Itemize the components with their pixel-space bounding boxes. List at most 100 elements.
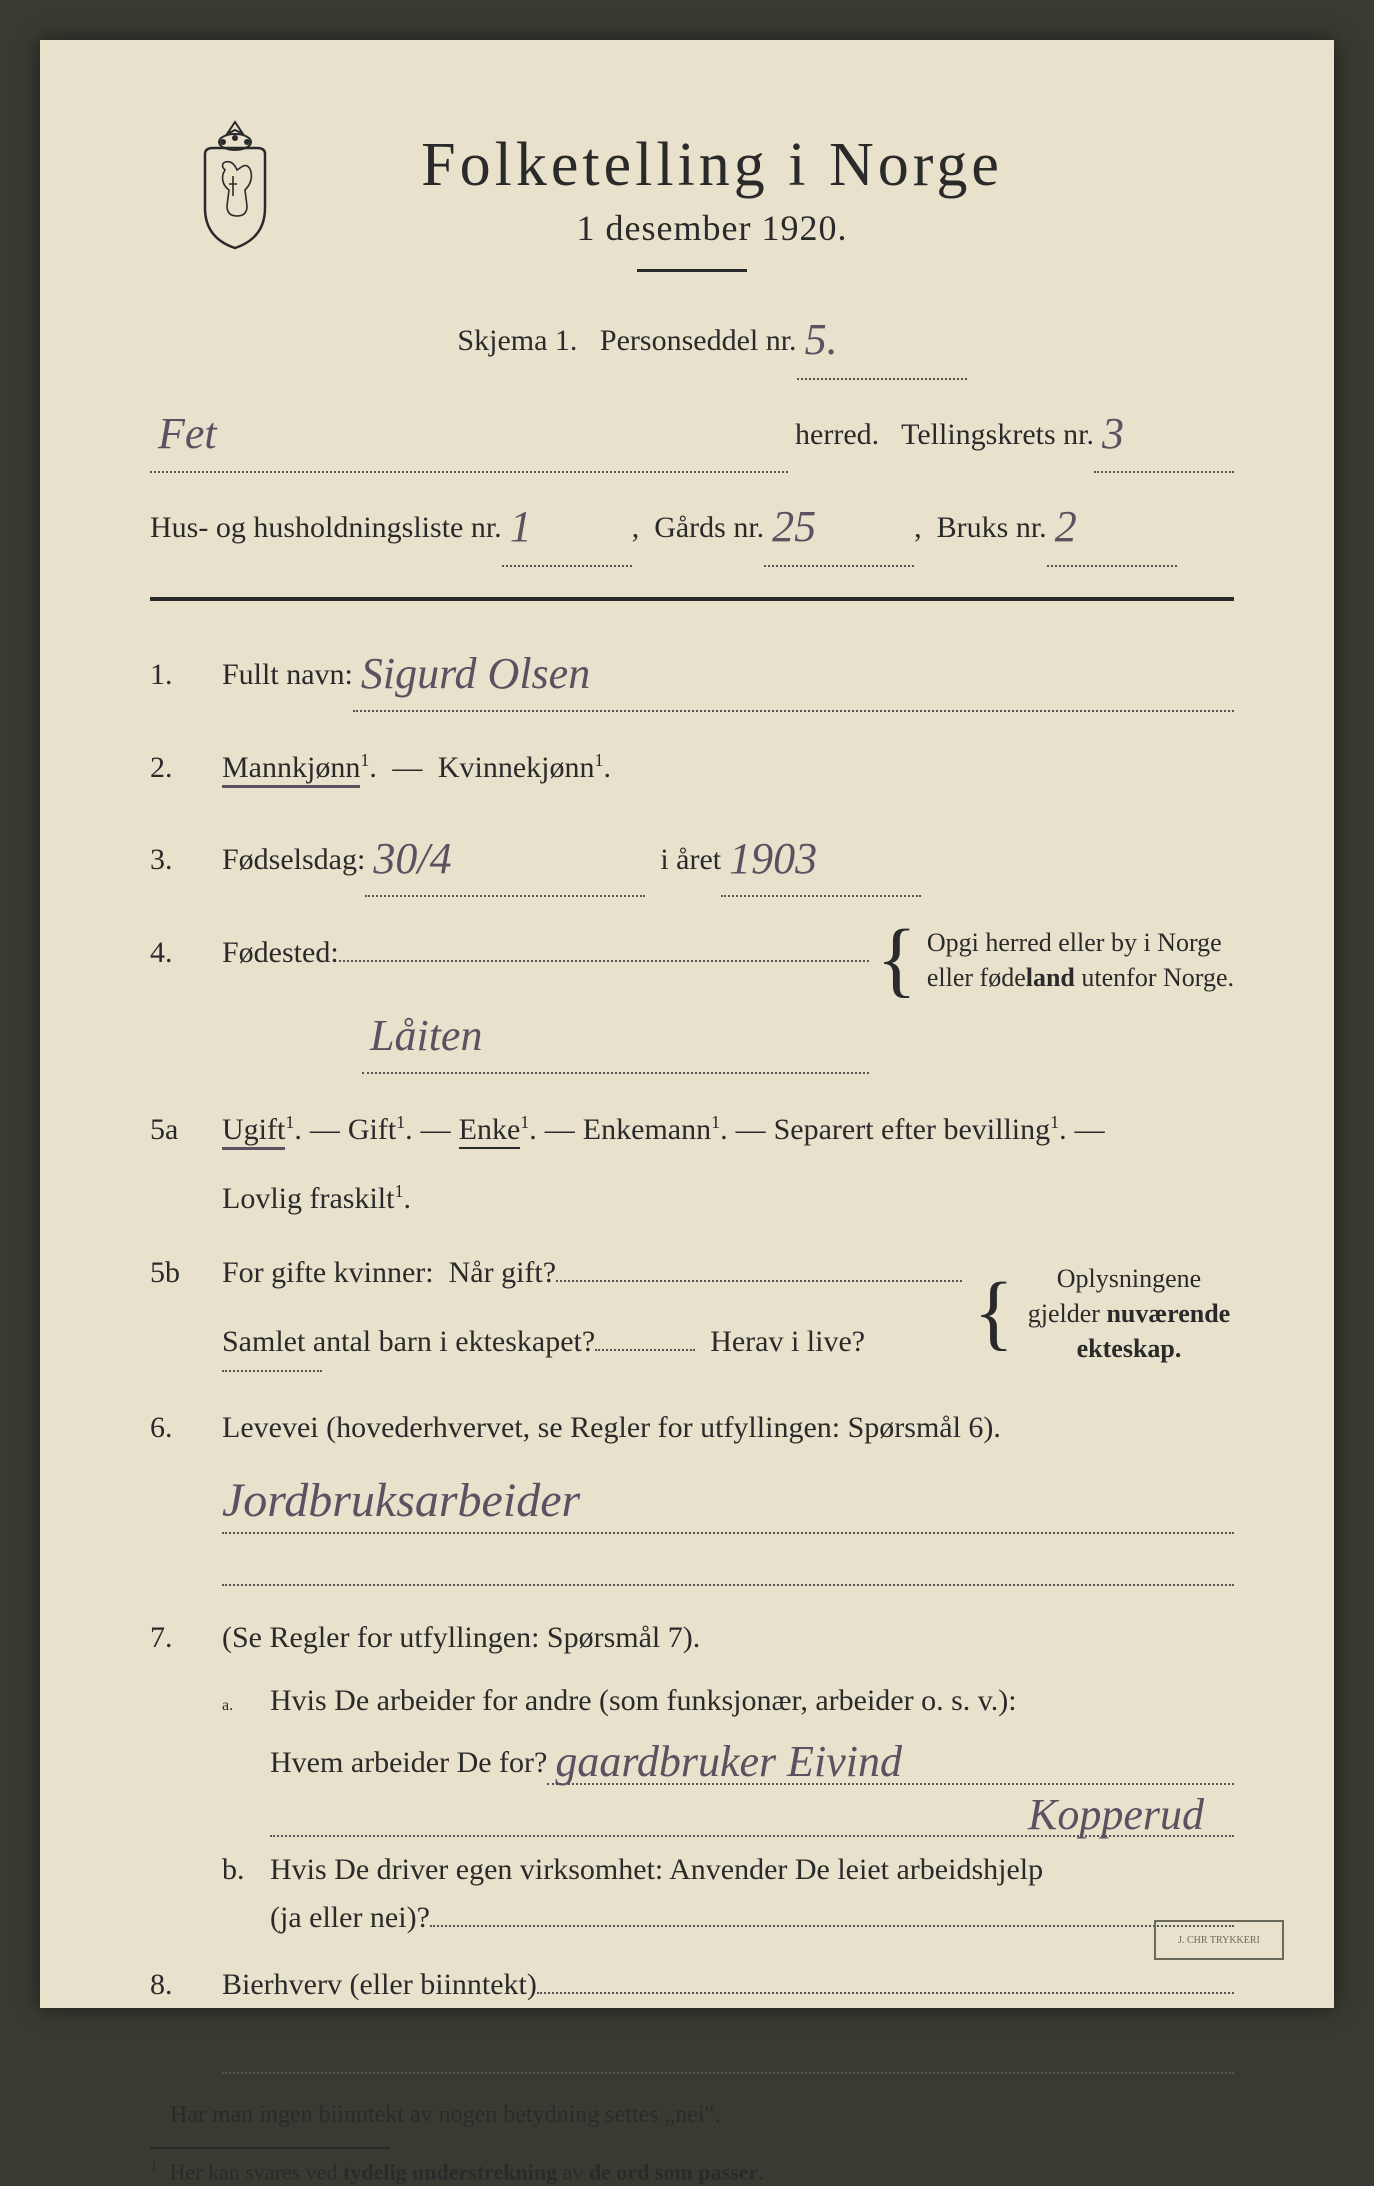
q4-aside-line1: Opgi herred eller by i Norge <box>927 925 1234 960</box>
q1-num: 1. <box>150 647 222 703</box>
husliste-field: 1 <box>502 481 632 567</box>
q5b-aside: Oplysningene gjelder nuværende ekteskap. <box>1024 1261 1234 1366</box>
q4-field-line2: Låiten <box>362 991 869 1074</box>
q2-dot1: . <box>369 751 377 784</box>
q5a-option-enkemann: Enkemann <box>583 1113 711 1146</box>
q3-num: 3. <box>150 832 222 888</box>
herred-label <box>788 406 796 463</box>
q3-year-label <box>645 832 660 888</box>
gards-value: 25 <box>772 502 816 551</box>
q5b-alive-field <box>222 1370 322 1372</box>
q7-employer: 7. (Se Regler for utfyllingen: Spørsmål … <box>150 1610 1234 1666</box>
q2-dash: — <box>384 751 430 784</box>
q7a-value2: Kopperud <box>1028 1789 1204 1840</box>
q3-day-field: 30/4 <box>365 814 645 897</box>
q4-field <box>339 960 869 962</box>
q1-field: Sigurd Olsen <box>353 629 1234 712</box>
crest-svg <box>185 120 285 250</box>
printer-stamp: J. CHR TRYKKERI <box>1154 1920 1284 1960</box>
title-divider <box>637 269 747 272</box>
q5b-label: For gifte kvinner: Når gift? <box>222 1245 556 1301</box>
q2-sup1: 1 <box>360 750 369 770</box>
q3-year-value: 1903 <box>729 834 817 883</box>
q6-continuation-line <box>222 1558 1234 1586</box>
krets-value: 3 <box>1102 409 1124 458</box>
q5a-option-separert-efter-bevilling: Separert efter bevilling <box>774 1113 1051 1146</box>
q5b-married-women: 5b For gifte kvinner: Når gift? Samlet a… <box>150 1245 1234 1382</box>
q8-label: Bierhverv (eller biinntekt) <box>222 1957 537 2013</box>
personseddel-nr-field: 5. <box>797 294 967 380</box>
q3-birthdate: 3. Fødselsdag: 30/4 i året 1903 <box>150 814 1234 907</box>
schema-label: Skjema 1. Personseddel nr. <box>457 312 796 369</box>
q7b: b. Hvis De driver egen virksomhet: Anven… <box>150 1853 1234 1887</box>
q5b-label2b: Herav i live? <box>710 1314 865 1370</box>
q7b-field <box>430 1925 1234 1927</box>
q7a-num: a. <box>222 1697 270 1715</box>
q8-field <box>537 1992 1234 1994</box>
q2-dot2: . <box>603 751 611 784</box>
q7a-continuation: Kopperud <box>270 1809 1234 1837</box>
q7a-label2: Hvem arbeider De for? <box>270 1746 547 1780</box>
coat-of-arms-icon <box>185 120 285 250</box>
q4-aside-wrap: { Opgi herred eller by i Norge eller fød… <box>877 925 1234 995</box>
q2-num: 2. <box>150 740 222 796</box>
q3-year-label-text: i året <box>660 832 721 888</box>
footnote-rule <box>150 2147 390 2149</box>
q5b-children-field <box>595 1349 695 1351</box>
q3-day-value: 30/4 <box>373 834 451 883</box>
q1-value: Sigurd Olsen <box>361 649 590 698</box>
q5b-label2a: Samlet antal barn i ekteskapet? <box>222 1314 595 1370</box>
bruks-label: , Bruks nr. <box>914 499 1047 556</box>
husliste-value: 1 <box>510 502 532 551</box>
q6-value: Jordbruksarbeider <box>222 1473 1234 1534</box>
brace-icon-2: { <box>974 1288 1014 1338</box>
q5a-option-ugift: Ugift <box>222 1113 285 1150</box>
form-date: 1 desember 1920. <box>150 207 1234 249</box>
q1-label: Fullt navn: <box>222 647 353 703</box>
q5a-options-container: Ugift1.—Gift1.—Enke1.—Enkemann1.—Separer… <box>222 1102 1234 1227</box>
q6-num: 6. <box>150 1400 222 1456</box>
brace-icon: { <box>877 935 917 985</box>
bruks-value: 2 <box>1055 502 1077 551</box>
q7a-line2: Hvem arbeider De for? gaardbruker Eivind <box>150 1732 1234 1785</box>
q6-label: Levevei (hovederhvervet, se Regler for u… <box>222 1411 1001 1444</box>
husliste-line: Hus- og husholdningsliste nr. 1 , Gårds … <box>150 481 1234 567</box>
q5a-option-enke: Enke <box>459 1113 521 1149</box>
schema-line: Skjema 1. Personseddel nr. 5. <box>150 294 1234 380</box>
q7b-num: b. <box>222 1853 270 1887</box>
q4-num: 4. <box>150 925 222 981</box>
q7b-line2: (ja eller nei)? <box>150 1901 1234 1935</box>
herred-field: Fet <box>150 388 788 474</box>
herred-value: Fet <box>158 409 217 458</box>
krets-field: 3 <box>1094 388 1234 474</box>
herred-line: Fet herred. Tellingskrets nr. 3 <box>150 388 1234 474</box>
bruks-field: 2 <box>1047 481 1177 567</box>
q7b-label1: Hvis De driver egen virksomhet: Anvender… <box>270 1853 1043 1887</box>
q4-aside-line2: eller fødeland utenfor Norge. <box>927 960 1234 995</box>
q1-full-name: 1. Fullt navn: Sigurd Olsen <box>150 629 1234 722</box>
q2-kvinne: Kvinnekjønn <box>438 751 595 784</box>
q7-label: (Se Regler for utfyllingen: Spørsmål 7). <box>222 1621 700 1654</box>
q4-aside: Opgi herred eller by i Norge eller fødel… <box>927 925 1234 995</box>
footnote-num: 1 <box>150 2159 170 2175</box>
q2-mann: Mannkjønn <box>222 751 360 788</box>
header-rule <box>150 597 1234 601</box>
bottom-note: Har man ingen biinntekt av nogen betydni… <box>150 2102 1234 2129</box>
q5b-when-field <box>556 1280 962 1282</box>
q8-secondary-occupation: 8. Bierhverv (eller biinntekt) <box>150 1957 1234 2023</box>
q3-year-field: 1903 <box>721 814 921 897</box>
footnote: 1Her kan svares ved tydelig understrekni… <box>150 2159 1234 2185</box>
q7a-field: gaardbruker Eivind <box>547 1732 1234 1785</box>
q5a-marital-status: 5a Ugift1.—Gift1.—Enke1.—Enkemann1.—Sepa… <box>150 1102 1234 1227</box>
q4-birthplace: 4. Fødested: Låiten { Opgi herred eller … <box>150 925 1234 1084</box>
q5b-aside-wrap: { Oplysningene gjelder nuværende ekteska… <box>974 1261 1234 1366</box>
q5a-num: 5a <box>150 1102 222 1158</box>
personseddel-nr-value: 5. <box>805 315 838 364</box>
q4-value2: Låiten <box>370 1011 482 1060</box>
q7a-value: gaardbruker Eivind <box>555 1737 902 1786</box>
q8-continuation <box>222 2046 1234 2074</box>
q2-sex: 2. Mannkjønn1. — Kvinnekjønn1. <box>150 740 1234 796</box>
q7a: a. Hvis De arbeider for andre (som funks… <box>150 1684 1234 1718</box>
q3-label: Fødselsdag: <box>222 832 365 888</box>
q5a-option-gift: Gift <box>348 1113 396 1146</box>
